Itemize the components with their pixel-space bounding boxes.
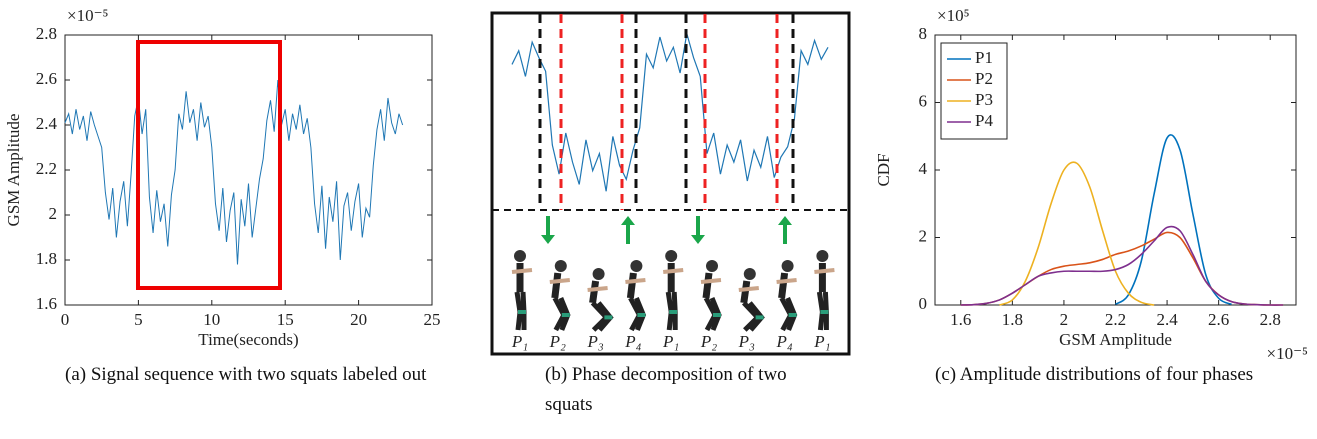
head xyxy=(781,260,794,272)
phase-label: P₂ xyxy=(549,332,566,351)
phase-label: P₂ xyxy=(700,332,717,351)
legend-label: P1 xyxy=(975,48,993,67)
y-multiplier: ×10⁻⁵ xyxy=(67,6,109,25)
phase-label: P₄ xyxy=(624,332,641,351)
x-tick-label: 2.6 xyxy=(1208,310,1229,329)
head xyxy=(665,250,678,262)
x-tick-label: 2 xyxy=(1060,310,1069,329)
arms xyxy=(700,278,722,284)
y-tick-label: 2.2 xyxy=(36,159,57,178)
y-tick-label: 2.6 xyxy=(36,69,57,88)
diagram-frame xyxy=(490,11,851,356)
y-axis-label: GSM Amplitude xyxy=(4,114,23,227)
head xyxy=(554,260,567,272)
x-tick-label: 0 xyxy=(61,310,70,329)
person-figure xyxy=(700,260,722,332)
person-figure xyxy=(511,250,533,331)
y-tick-label: 2 xyxy=(49,204,58,223)
x-tick-label: 2.8 xyxy=(1260,310,1281,329)
head xyxy=(816,250,829,262)
torso xyxy=(778,272,789,299)
caption: (c) Amplitude distributions of four phas… xyxy=(935,364,1254,385)
x-axis-label: Time(seconds) xyxy=(198,330,298,349)
y-axis-label: CDF xyxy=(874,153,893,186)
x-tick-label: 10 xyxy=(203,310,220,329)
x-tick-label: 15 xyxy=(277,310,294,329)
person-figure xyxy=(814,250,835,331)
arms xyxy=(776,278,797,284)
head xyxy=(630,260,643,272)
y-tick-label: 1.8 xyxy=(36,249,57,268)
person-figure xyxy=(587,268,614,332)
x-multiplier: ×10⁻⁵ xyxy=(1267,344,1309,363)
y-tick-label: 1.6 xyxy=(36,294,57,313)
arms xyxy=(738,286,759,292)
head xyxy=(706,260,718,272)
arms xyxy=(625,278,646,284)
person-figure xyxy=(549,260,571,332)
arms xyxy=(587,286,608,292)
y-tick-label: 0 xyxy=(919,294,928,313)
arrow-head xyxy=(691,235,705,244)
head xyxy=(592,268,605,280)
legend-box xyxy=(940,42,1008,140)
head xyxy=(743,268,756,280)
x-tick-label: 25 xyxy=(424,310,441,329)
plot-area xyxy=(64,34,433,306)
torso xyxy=(702,272,713,299)
phase-label: P₄ xyxy=(775,332,792,351)
person-figure xyxy=(738,268,765,332)
highlight-box xyxy=(136,40,282,290)
y-tick-label: 2 xyxy=(919,226,928,245)
head xyxy=(514,250,526,262)
legend-label: P4 xyxy=(975,111,993,130)
arms xyxy=(814,268,835,274)
x-tick-label: 2.4 xyxy=(1156,310,1178,329)
y-tick-label: 4 xyxy=(919,159,928,178)
person-figure xyxy=(776,260,798,332)
x-tick-label: 1.6 xyxy=(950,310,971,329)
series-line xyxy=(960,225,1284,306)
series-line xyxy=(960,231,1284,306)
y-tick-label: 8 xyxy=(919,24,928,43)
legend-label: P3 xyxy=(975,90,993,109)
torso xyxy=(626,272,637,299)
signal-line xyxy=(511,33,829,192)
signal-line xyxy=(64,79,404,265)
phase-label: P₃ xyxy=(586,332,603,351)
torso xyxy=(740,280,751,304)
person-figure xyxy=(625,260,647,332)
x-tick-label: 20 xyxy=(350,310,367,329)
phase-label: P₁ xyxy=(813,332,830,351)
caption: (a) Signal sequence with two squats labe… xyxy=(65,364,427,385)
arms xyxy=(511,268,533,274)
x-tick-label: 5 xyxy=(134,310,143,329)
arms xyxy=(663,268,684,274)
torso xyxy=(589,280,600,304)
torso xyxy=(551,272,562,299)
series-line xyxy=(999,161,1155,306)
y-tick-label: 2.4 xyxy=(36,114,58,133)
phase-label: P₁ xyxy=(662,332,679,351)
arrow-head xyxy=(541,235,555,244)
series-line xyxy=(1115,134,1232,306)
legend-label: P2 xyxy=(975,69,993,88)
person-figure xyxy=(663,250,684,331)
y-tick-label: 2.8 xyxy=(36,24,57,43)
y-multiplier: ×10⁵ xyxy=(937,6,970,25)
x-tick-label: 1.8 xyxy=(1002,310,1023,329)
x-tick-label: 2.2 xyxy=(1105,310,1126,329)
caption: (b) Phase decomposition of two squats xyxy=(545,364,787,415)
y-tick-label: 6 xyxy=(919,91,928,110)
phase-label: P₃ xyxy=(738,332,755,351)
arms xyxy=(549,278,570,284)
arrow-head xyxy=(778,216,792,225)
phase-label: P₁ xyxy=(511,332,528,351)
x-axis-label: GSM Amplitude xyxy=(1059,330,1172,349)
arrow-head xyxy=(621,216,635,225)
